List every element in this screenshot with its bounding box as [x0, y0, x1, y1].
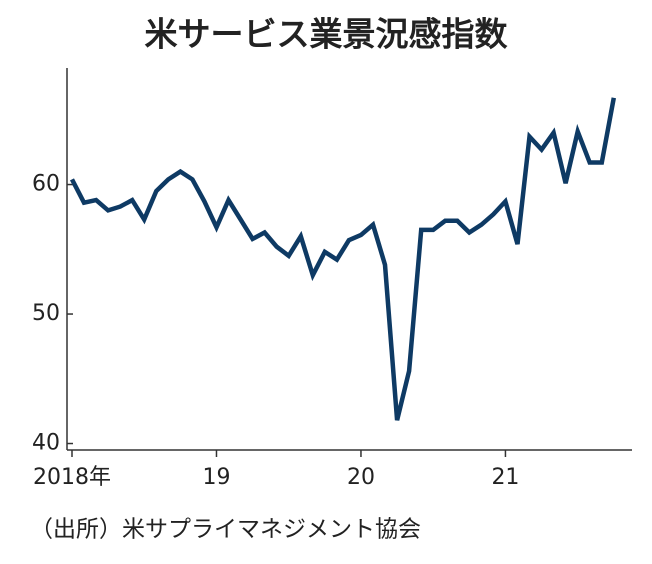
x-tick-label: 19 [202, 465, 230, 490]
y-tick-label: 50 [32, 301, 60, 326]
chart-title: 米サービス業景況感指数 [145, 15, 509, 54]
source-note: （出所）米サプライマネジメント協会 [30, 517, 421, 543]
x-tick-label: 2018年 [33, 465, 111, 490]
x-tick-label: 20 [347, 465, 375, 490]
y-tick-label: 60 [32, 172, 60, 197]
y-tick-label: 40 [32, 431, 60, 456]
data-line [69, 97, 617, 421]
x-tick-label: 21 [491, 465, 519, 490]
